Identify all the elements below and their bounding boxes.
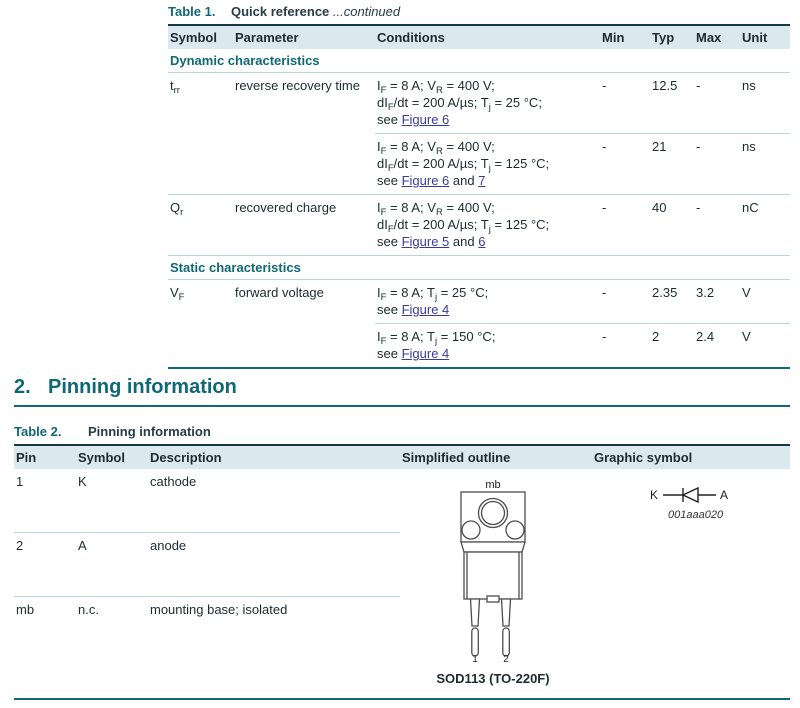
col-header-min: Min <box>602 30 625 45</box>
cell-description: anode <box>148 533 400 597</box>
cell-unit: ns <box>740 133 790 194</box>
col-header-outline: Simplified outline <box>400 444 592 469</box>
cell-min: - <box>600 323 650 367</box>
cell-typ: 12.5 <box>652 78 678 93</box>
col-header-symbol: Symbol <box>76 444 148 469</box>
cell-pin: mb <box>16 602 35 617</box>
section-title: Pinning information <box>48 376 237 398</box>
table1-caption-label: Table 1. <box>168 4 216 19</box>
figure-link[interactable]: Figure 5 <box>401 234 450 249</box>
col-header-typ: Typ <box>652 30 675 45</box>
col-header-graphic: Graphic symbol <box>592 444 790 469</box>
cell-symbol: A <box>76 533 148 597</box>
pin2-label: 2 <box>503 654 509 663</box>
table1-caption-title: Quick reference <box>231 4 330 19</box>
figure-link[interactable]: 6 <box>478 234 486 249</box>
col-header-description: Description <box>148 444 400 469</box>
col-header-max: Max <box>696 30 722 45</box>
anode-label: A <box>720 488 728 502</box>
cell-min: - <box>602 285 607 300</box>
table2-spacer <box>14 660 400 698</box>
col-header-unit: Unit <box>742 30 768 45</box>
cell-max: - <box>694 194 740 255</box>
cell-symbol: Qr <box>168 194 233 255</box>
cell-parameter: recovered charge <box>233 194 375 255</box>
simplified-outline-cell: mb 1 2 SOD113 (TO-220F) <box>400 469 592 698</box>
cell-symbol: K <box>76 469 148 533</box>
cell-parameter <box>233 323 375 367</box>
cell-max: 2.4 <box>694 323 740 367</box>
section-row-dynamic: Dynamic characteristics <box>168 49 790 73</box>
cell-min: - <box>600 133 650 194</box>
section-heading-pinning: 2. Pinning information <box>14 376 790 407</box>
cell-unit: V <box>740 323 790 367</box>
cell-unit: ns <box>742 78 756 93</box>
table-row: VF forward voltage IF = 8 A; Tj = 25 °C;… <box>168 280 790 323</box>
diode-symbol-icon: K A <box>650 486 728 504</box>
section-row-static: Static characteristics <box>168 255 790 280</box>
figure-link[interactable]: Figure 6 <box>401 173 450 188</box>
cell-symbol: VF <box>170 285 185 303</box>
cell-description: cathode <box>148 469 400 533</box>
cell-min: - <box>600 194 650 255</box>
table2-caption-label: Table 2. <box>14 424 62 439</box>
pin1-label: 1 <box>472 654 478 663</box>
pinning-table: Table 2. Pinning information Pin Symbol D… <box>14 424 790 700</box>
cell-typ: 2 <box>650 323 694 367</box>
cell-typ: 40 <box>650 194 694 255</box>
cell-unit: nC <box>740 194 790 255</box>
cell-max: 3.2 <box>696 285 715 300</box>
drawing-id: 001aaa020 <box>668 509 724 521</box>
cell-conditions: IF = 8 A; VR = 400 V; dIF/dt = 200 A/µs; … <box>375 194 600 255</box>
cell-parameter <box>233 133 375 194</box>
cell-pin: 2 <box>14 533 76 597</box>
cell-unit: V <box>742 285 751 300</box>
cell-typ: 2.35 <box>652 285 678 300</box>
cell-conditions: IF = 8 A; Tj = 150 °C; see Figure 4 <box>375 323 600 367</box>
table-row: Qr recovered charge IF = 8 A; VR = 400 V… <box>168 194 790 255</box>
col-header-symbol: Symbol <box>170 30 217 45</box>
table1-caption-suffix: ...continued <box>332 4 401 19</box>
section-label: Dynamic characteristics <box>168 49 790 73</box>
cell-typ: 21 <box>650 133 694 194</box>
cell-parameter: reverse recovery time <box>235 78 360 93</box>
col-header-pin: Pin <box>14 444 76 469</box>
cell-max: - <box>696 78 701 93</box>
figure-link[interactable]: 7 <box>478 173 486 188</box>
table1-caption: Table 1. Quick reference ...continued <box>168 4 790 19</box>
section-label: Static characteristics <box>168 255 790 280</box>
cell-parameter: forward voltage <box>235 285 324 300</box>
table2-caption-title: Pinning information <box>88 424 211 439</box>
cell-conditions: IF = 8 A; Tj = 25 °C; see Figure 4 <box>377 285 489 317</box>
section-number: 2. <box>14 376 31 398</box>
graphic-symbol-cell: K A 001aaa020 <box>592 469 790 698</box>
cell-description: mounting base; isolated <box>150 602 288 617</box>
cell-symbol <box>168 133 233 194</box>
table-row: IF = 8 A; VR = 400 V; dIF/dt = 200 A/µs; … <box>168 133 790 194</box>
to220f-package-icon: mb 1 2 <box>460 479 526 663</box>
cell-min: - <box>602 78 607 93</box>
mb-label: mb <box>485 479 500 491</box>
cell-symbol: trr <box>170 78 180 96</box>
cell-conditions: IF = 8 A; VR = 400 V; dIF/dt = 200 A/µs; … <box>377 78 542 127</box>
cell-conditions: IF = 8 A; VR = 400 V; dIF/dt = 200 A/µs; … <box>375 133 600 194</box>
col-header-parameter: Parameter <box>235 30 299 45</box>
table-row: IF = 8 A; Tj = 150 °C; see Figure 4 - 2 2… <box>168 323 790 367</box>
figure-link[interactable]: Figure 4 <box>401 346 450 361</box>
figure-link[interactable]: Figure 6 <box>401 112 450 127</box>
cathode-label: K <box>650 488 658 502</box>
table-row: trr reverse recovery time IF = 8 A; VR =… <box>168 73 790 133</box>
quick-reference-table: Table 1. Quick reference ...continued Sym… <box>168 4 790 369</box>
table1-header-row: Symbol Parameter Conditions Min Typ Max … <box>168 24 790 49</box>
table2-caption: Table 2. Pinning information <box>14 424 790 439</box>
cell-symbol: n.c. <box>78 602 99 617</box>
package-outline-drawing: mb 1 2 SOD113 (TO-220F) <box>418 479 568 686</box>
figure-link[interactable]: Figure 4 <box>401 302 450 317</box>
cell-symbol <box>168 323 233 367</box>
package-name: SOD113 (TO-220F) <box>436 671 550 686</box>
col-header-conditions: Conditions <box>377 30 445 45</box>
cell-pin: 1 <box>14 469 76 533</box>
cell-max: - <box>694 133 740 194</box>
